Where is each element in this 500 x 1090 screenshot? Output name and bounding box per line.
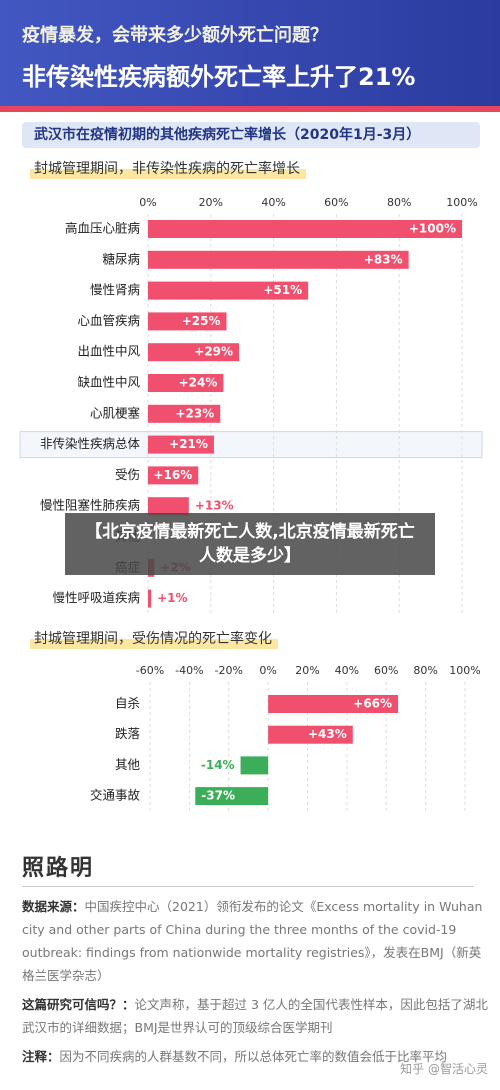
- header-headline: 非传染性疾病额外死亡率上升了21%: [22, 63, 415, 91]
- x-tick-label: 40%: [335, 664, 359, 677]
- x-tick-label: 80%: [413, 664, 437, 677]
- category-label: 出血性中风: [77, 344, 140, 359]
- value-label: +16%: [153, 468, 192, 482]
- note-item: 注释：因为不同疾病的人群基数不同，所以总体死亡率的数值会低于比率平均: [22, 1045, 490, 1068]
- category-label: 心血管疾病: [77, 313, 140, 328]
- x-tick-label: 0%: [259, 664, 276, 677]
- note-label: 这篇研究可信吗？：: [22, 997, 135, 1012]
- bar: [148, 250, 409, 269]
- value-label: +29%: [194, 345, 233, 359]
- header-stripe: [0, 106, 500, 112]
- note-text: 中国疾控中心（2021）领衔发布的论文《Excess mortality in …: [22, 899, 483, 983]
- bar: [268, 725, 353, 744]
- chart-title: 封城管理期间，受伤情况的死亡率变化: [34, 630, 272, 647]
- notes: 照路明 数据来源：中国疾控中心（2021）领衔发布的论文《Excess mort…: [22, 850, 490, 1074]
- category-label: 缺血性中风: [77, 375, 140, 390]
- value-label: +100%: [409, 222, 456, 236]
- bar: [148, 404, 221, 423]
- header-question: 疫情暴发，会带来多少额外死亡问题？: [22, 24, 328, 46]
- value-label: -14%: [201, 758, 235, 772]
- value-label: +1%: [157, 591, 187, 605]
- note-text: 因为不同疾病的人群基数不同，所以总体死亡率的数值会低于比率平均: [59, 1049, 448, 1064]
- value-label: +51%: [263, 283, 302, 297]
- category-label: 非传染性疾病总体: [40, 436, 141, 451]
- bar: [268, 695, 399, 713]
- category-label: 心肌梗塞: [90, 405, 141, 420]
- highlight-row: [19, 431, 483, 459]
- category-label: 受伤: [115, 467, 140, 482]
- x-tick-label: -20%: [215, 664, 243, 677]
- banner-bg: [22, 122, 480, 148]
- category-label: 自杀: [115, 696, 140, 711]
- value-label: +24%: [179, 376, 218, 390]
- bar: [148, 374, 224, 392]
- chart-title-highlight: [30, 169, 306, 179]
- value-label: +25%: [182, 314, 221, 328]
- x-tick-label: -40%: [175, 664, 203, 677]
- value-label: +21%: [169, 437, 208, 451]
- value-label: +13%: [195, 499, 234, 513]
- bar: [148, 435, 214, 454]
- value-label: +23%: [175, 406, 214, 420]
- x-tick-label: 20%: [199, 196, 223, 209]
- x-tick-label: 40%: [261, 196, 285, 209]
- category-label: 慢性阻塞性肺疾病: [40, 498, 140, 513]
- x-tick-label: 60%: [374, 664, 398, 677]
- logo: 照路明: [22, 850, 474, 887]
- bar: [148, 589, 152, 608]
- chart-title-highlight: [30, 639, 278, 649]
- value-label: +83%: [364, 252, 403, 266]
- bar: [148, 220, 462, 238]
- x-tick-label: -60%: [136, 664, 164, 677]
- bar: [148, 281, 309, 300]
- category-label: 其他: [115, 757, 141, 772]
- note-text: 论文声称，基于超过 3 亿人的全国代表性样本，因此包括了湖北武汉市的详细数据；B…: [22, 997, 488, 1035]
- note-label: 注释：: [22, 1049, 60, 1064]
- value-label: +66%: [353, 697, 392, 711]
- category-label: 慢性肾病: [90, 282, 140, 297]
- bar: [195, 787, 269, 806]
- x-tick-label: 100%: [446, 196, 477, 209]
- overlay-caption: 【北京疫情最新死亡人数,北京疫情最新死亡人数是多少】: [65, 513, 435, 575]
- chart-title: 封城管理期间，非传染性疾病的死亡率增长: [34, 160, 300, 177]
- bar: [148, 497, 189, 516]
- x-tick-label: 100%: [449, 664, 480, 677]
- bar: [148, 466, 199, 485]
- x-tick-label: 80%: [387, 196, 411, 209]
- bar: [240, 756, 269, 775]
- header-bg: [0, 0, 500, 106]
- note-label: 数据来源：: [22, 899, 85, 914]
- infographic: 疫情暴发，会带来多少额外死亡问题？ 非传染性疾病额外死亡率上升了21% 武汉市在…: [0, 0, 500, 813]
- value-label: -37%: [201, 789, 235, 803]
- category-label: 慢性呼吸道疾病: [52, 590, 140, 605]
- category-label: 交通事故: [90, 788, 141, 803]
- note-item: 数据来源：中国疾控中心（2021）领衔发布的论文《Excess mortalit…: [22, 895, 490, 987]
- value-label: +43%: [308, 727, 347, 741]
- watermark: 知乎 @智活心灵: [400, 1062, 488, 1076]
- x-tick-label: 60%: [324, 196, 348, 209]
- bar: [148, 312, 227, 331]
- x-tick-label: 0%: [139, 196, 156, 209]
- banner: 武汉市在疫情初期的其他疾病死亡率增长（2020年1月-3月）: [34, 126, 420, 143]
- bar: [148, 343, 240, 362]
- category-label: 高血压心脏病: [65, 221, 140, 236]
- note-item: 这篇研究可信吗？：论文声称，基于超过 3 亿人的全国代表性样本，因此包括了湖北武…: [22, 993, 490, 1039]
- category-label: 糖尿病: [102, 251, 140, 266]
- category-label: 跌落: [115, 726, 141, 741]
- x-tick-label: 20%: [295, 664, 319, 677]
